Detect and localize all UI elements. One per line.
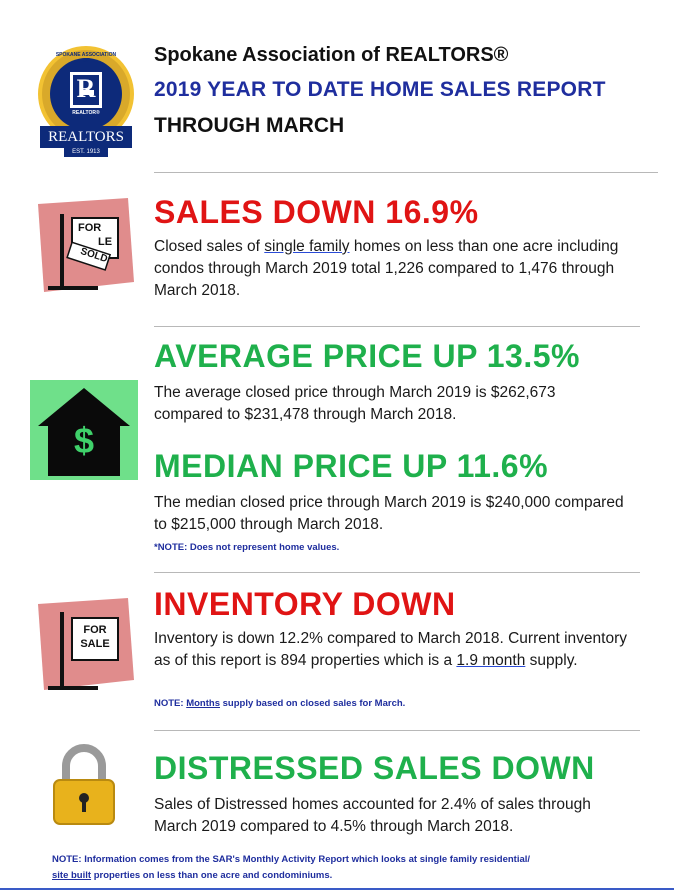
sales-text-pre: Closed sales of xyxy=(154,238,265,255)
realtors-logo: SPOKANE ASSOCIATION OF R REALTOR® REALTO… xyxy=(30,42,142,160)
price-divider xyxy=(154,572,640,573)
inventory-divider xyxy=(154,730,640,731)
inventory-note-pre: NOTE: xyxy=(154,698,187,709)
inventory-note-post: supply based on closed sales for March. xyxy=(219,698,406,709)
inventory-text-post: supply. xyxy=(525,652,578,669)
inventory-text: Inventory is down 12.2% compared to Marc… xyxy=(154,628,632,672)
header-divider xyxy=(154,172,658,173)
sold-sign-icon: FOR LE SOLD xyxy=(28,196,138,298)
padlock-icon xyxy=(48,742,120,828)
logo-banner-text: REALTORS xyxy=(48,129,124,145)
median-price-heading: MEDIAN PRICE UP 11.6% xyxy=(154,448,549,484)
logo-small-text: REALTOR® xyxy=(72,110,100,116)
logo-letter: R xyxy=(76,74,96,103)
median-price-text: The median closed price through March 20… xyxy=(154,494,624,533)
sales-text-post: homes on less than one acre including co… xyxy=(154,238,619,299)
sales-text-link: single family xyxy=(264,238,350,255)
for-sale-sign-top: FOR xyxy=(83,624,107,636)
for-sale-sign-icon: FOR SALE xyxy=(28,596,138,696)
inventory-text-pre: Inventory is down 12.2% compared to Marc… xyxy=(154,630,627,669)
sales-heading: SALES DOWN 16.9% xyxy=(154,194,479,230)
avg-price-heading: AVERAGE PRICE UP 13.5% xyxy=(154,338,580,374)
footer-note-rest: properties on less than one acre and con… xyxy=(91,870,333,881)
inventory-text-link: 1.9 month xyxy=(456,652,526,669)
footer-note-line1: NOTE: Information comes from the SAR's M… xyxy=(52,854,531,865)
footer-note-line2: site built properties on less than one a… xyxy=(52,868,652,884)
logo-est-text: EST. 1913 xyxy=(72,149,100,155)
sold-sign-text-mid: LE xyxy=(98,236,113,248)
inventory-heading: INVENTORY DOWN xyxy=(154,586,456,622)
footer-note: NOTE: Information comes from the SAR's M… xyxy=(52,852,652,884)
inventory-note-link: Months xyxy=(186,698,220,709)
avg-price-text: The average closed price through March 2… xyxy=(154,384,556,423)
sales-divider xyxy=(154,326,640,327)
logo-ring-text: SPOKANE ASSOCIATION OF xyxy=(55,52,117,64)
inventory-note: NOTE: Months supply based on closed sale… xyxy=(154,698,405,709)
distressed-text: Sales of Distressed homes accounted for … xyxy=(154,796,591,835)
sold-sign-text-top: FOR xyxy=(78,222,102,234)
for-sale-sign-bottom: SALE xyxy=(80,638,110,650)
sales-text: Closed sales of single family homes on l… xyxy=(154,236,654,302)
realtors-logo-icon xyxy=(38,46,134,157)
report-title: 2019 YEAR TO DATE HOME SALES REPORT xyxy=(154,78,606,101)
footer-note-link: site built xyxy=(52,870,92,881)
footer-border xyxy=(0,888,674,890)
median-price-note: *NOTE: Does not represent home values. xyxy=(154,542,340,553)
distressed-heading: DISTRESSED SALES DOWN xyxy=(154,750,595,786)
dollar-symbol: $ xyxy=(73,420,95,461)
org-name: Spokane Association of REALTORS® xyxy=(154,44,509,66)
house-dollar-icon: $ xyxy=(30,380,138,480)
report-period: THROUGH MARCH xyxy=(154,114,345,137)
